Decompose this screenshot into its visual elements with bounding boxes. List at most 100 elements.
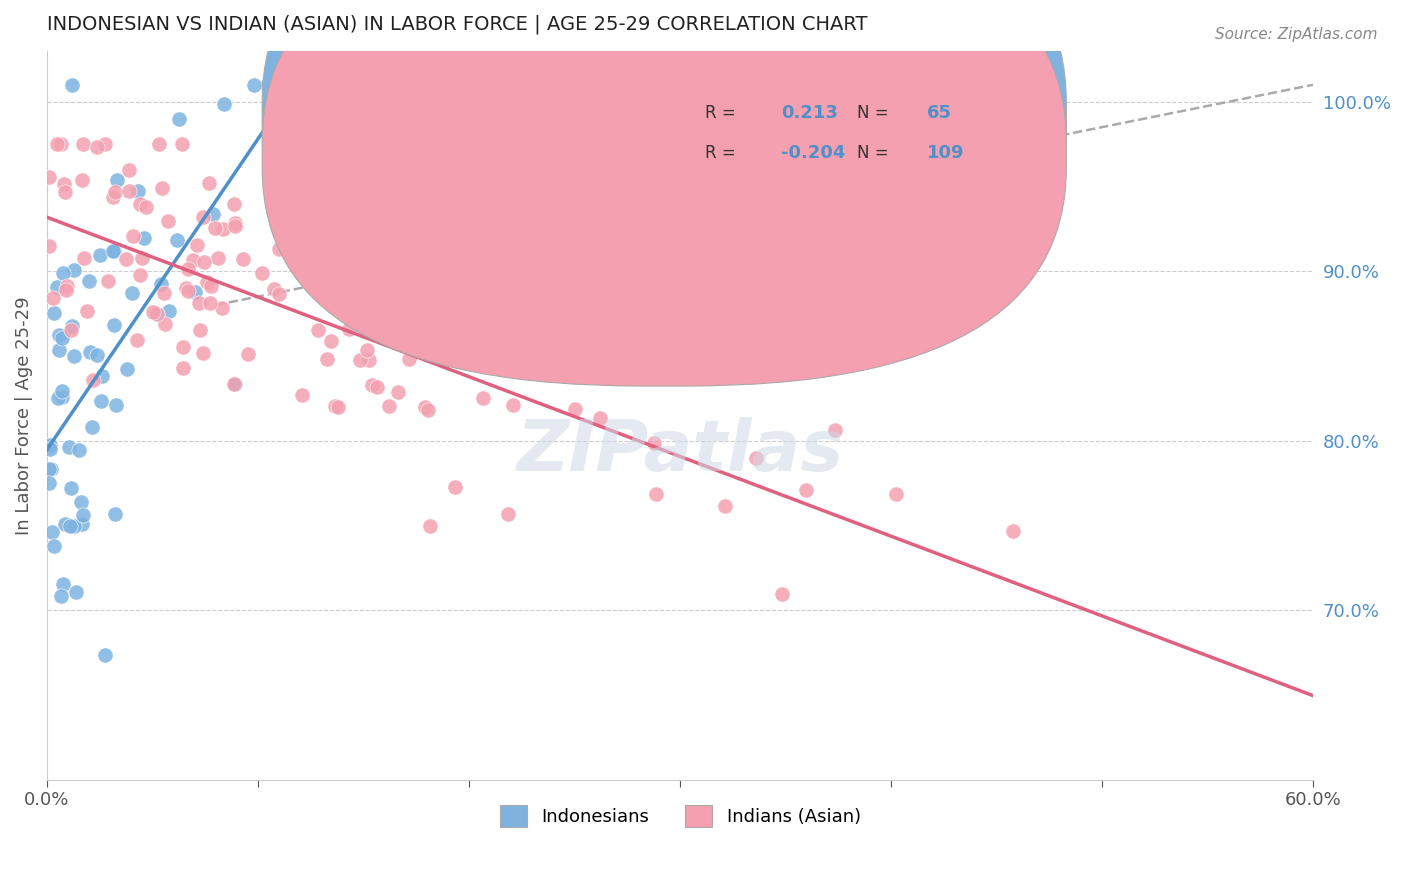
Point — [49, 589, 72, 603]
Y-axis label: In Labor Force | Age 25-29: In Labor Force | Age 25-29 — [15, 296, 32, 534]
Point — [323, 399, 346, 413]
Point — [564, 401, 586, 416]
Point — [294, 90, 316, 104]
Point — [51, 331, 73, 345]
Point — [153, 317, 176, 331]
Point — [200, 296, 222, 310]
Point — [636, 337, 658, 351]
Point — [45, 279, 67, 293]
Point — [55, 283, 77, 297]
Point — [38, 462, 60, 476]
Point — [56, 278, 79, 293]
Point — [90, 369, 112, 384]
Point — [103, 318, 125, 332]
Point — [103, 244, 125, 258]
Point — [198, 176, 221, 190]
Point — [62, 518, 84, 533]
Point — [349, 352, 371, 367]
Point — [284, 84, 307, 98]
Point — [48, 327, 70, 342]
Point — [65, 585, 87, 599]
Point — [72, 172, 94, 186]
Point — [316, 351, 339, 366]
Point — [51, 384, 73, 399]
Point — [38, 170, 60, 185]
Point — [770, 587, 793, 601]
Point — [176, 285, 198, 299]
Point — [398, 352, 420, 367]
Point — [884, 487, 907, 501]
Point — [150, 181, 173, 195]
Point — [366, 379, 388, 393]
Point — [449, 351, 471, 365]
Point — [60, 318, 83, 333]
Text: ZIPatlas: ZIPatlas — [516, 417, 844, 486]
Point — [471, 391, 494, 405]
Point — [79, 344, 101, 359]
Point — [134, 231, 156, 245]
Point — [129, 197, 152, 211]
Point — [238, 347, 260, 361]
Point — [53, 517, 76, 532]
Point — [387, 385, 409, 400]
Point — [211, 301, 233, 315]
Point — [94, 648, 117, 662]
Point — [224, 377, 246, 392]
Point — [38, 239, 60, 253]
Point — [191, 346, 214, 360]
Point — [243, 78, 266, 92]
Point — [62, 78, 84, 92]
Legend: Indonesians, Indians (Asian): Indonesians, Indians (Asian) — [491, 796, 870, 836]
Point — [103, 244, 125, 258]
Point — [184, 285, 207, 299]
Point — [135, 200, 157, 214]
Point — [62, 349, 84, 363]
Point — [204, 220, 226, 235]
Point — [58, 440, 80, 454]
Point — [256, 78, 278, 92]
Point — [321, 334, 343, 348]
Text: N =: N = — [858, 144, 889, 161]
Point — [269, 242, 291, 256]
Point — [356, 343, 378, 357]
Point — [294, 90, 316, 104]
Point — [60, 323, 83, 337]
Point — [193, 210, 215, 224]
Point — [419, 519, 441, 533]
Point — [643, 436, 665, 450]
Point — [157, 214, 180, 228]
Point — [439, 302, 461, 317]
Point — [378, 399, 401, 413]
Point — [513, 332, 536, 346]
Point — [69, 442, 91, 457]
Point — [146, 307, 169, 321]
Text: R =: R = — [706, 103, 737, 122]
Point — [263, 282, 285, 296]
Point — [186, 237, 208, 252]
Point — [307, 323, 329, 337]
Point — [63, 262, 86, 277]
Point — [794, 483, 817, 497]
Point — [44, 306, 66, 320]
Point — [232, 252, 254, 267]
Text: 65: 65 — [927, 103, 952, 122]
Text: INDONESIAN VS INDIAN (ASIAN) IN LABOR FORCE | AGE 25-29 CORRELATION CHART: INDONESIAN VS INDIAN (ASIAN) IN LABOR FO… — [46, 15, 868, 35]
FancyBboxPatch shape — [262, 0, 1066, 346]
Point — [52, 266, 75, 280]
Point — [131, 252, 153, 266]
Point — [42, 539, 65, 553]
Point — [51, 390, 73, 404]
Point — [142, 304, 165, 318]
Point — [48, 343, 70, 358]
Point — [39, 438, 62, 452]
Point — [60, 481, 83, 495]
Point — [94, 136, 117, 151]
Point — [824, 423, 846, 437]
Point — [195, 275, 218, 289]
Point — [46, 136, 69, 151]
Point — [148, 136, 170, 151]
Point — [406, 248, 429, 262]
Point — [90, 394, 112, 409]
Point — [73, 251, 96, 265]
Point — [308, 239, 330, 253]
